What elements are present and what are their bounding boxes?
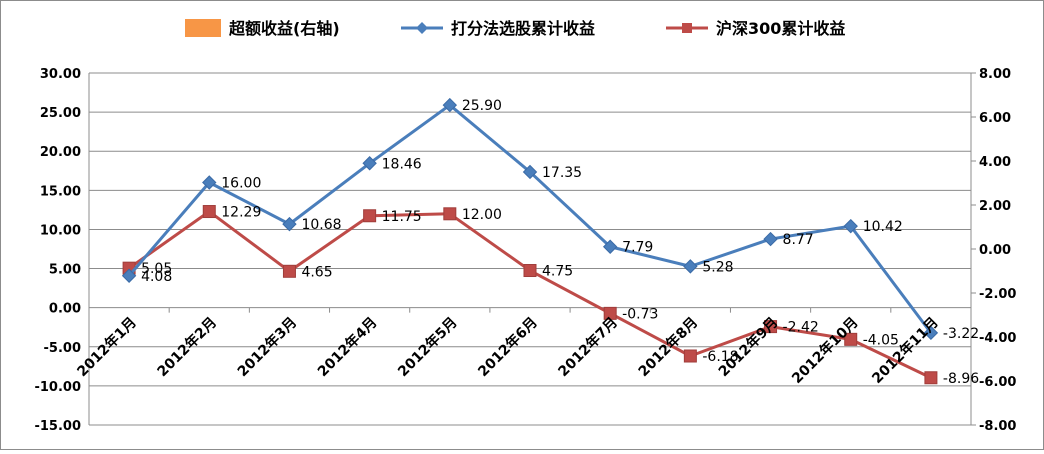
strategy-data-label: 10.68 <box>301 217 341 233</box>
strategy-point <box>602 239 618 254</box>
strategy-point <box>843 218 858 234</box>
hs300-point <box>683 349 697 363</box>
strategy-data-label: 8.77 <box>783 232 814 248</box>
hs300-point <box>523 264 537 278</box>
hs300-point <box>282 264 296 278</box>
hs300-data-label: 12.29 <box>221 205 261 221</box>
y-right-tick-label: 2.00 <box>979 199 1011 214</box>
y-right-tick-label: 4.00 <box>979 155 1011 170</box>
hs300-data-label: 4.75 <box>542 264 573 280</box>
y-left-tick-label: 0.00 <box>49 302 81 317</box>
legend-marker-hs300 <box>682 23 692 33</box>
line-series <box>121 97 939 385</box>
y-left-tick-label: -10.00 <box>34 380 81 395</box>
hs300-point <box>202 205 216 219</box>
y-right-tick-label: -4.00 <box>979 331 1016 346</box>
hs300-data-label: -2.42 <box>783 320 819 336</box>
strategy-point <box>683 259 698 274</box>
hs300-data-label: -4.05 <box>863 332 899 348</box>
strategy-point <box>282 216 297 232</box>
y-right-tick-label: 6.00 <box>979 111 1011 126</box>
hs300-point <box>844 332 858 346</box>
hs300-point <box>603 306 617 320</box>
hs300-data-label: 11.75 <box>382 209 422 225</box>
hs300-point <box>924 371 938 385</box>
hs300-data-label: -0.73 <box>622 306 658 322</box>
y-left-tick-label: 20.00 <box>40 145 81 160</box>
y-left-tick-label: -5.00 <box>44 341 81 356</box>
hs300-data-label: 5.05 <box>141 261 172 277</box>
strategy-point <box>763 231 778 247</box>
legend-label-hs300: 沪深300累计收益 <box>716 19 845 38</box>
data-labels: 4.08 16.00 10.68 18.46 25.90 17.35 7.79 5.28 8.7… <box>141 98 979 387</box>
strategy-data-label: 10.42 <box>863 219 903 235</box>
strategy-data-label: 25.90 <box>462 98 502 114</box>
legend-swatch-excess-return <box>185 19 221 37</box>
strategy-point <box>362 156 377 171</box>
strategy-data-label: 18.46 <box>382 156 422 172</box>
y-right-tick-label: -8.00 <box>979 419 1016 434</box>
strategy-data-label: 7.79 <box>622 240 653 256</box>
legend-marker-strategy <box>416 22 428 34</box>
hs300-data-label: -8.96 <box>943 371 979 387</box>
legend-label-strategy: 打分法选股累计收益 <box>451 19 595 38</box>
y-right-tick-label: -2.00 <box>979 287 1016 302</box>
strategy-data-label: 4.08 <box>141 269 172 285</box>
y-left-tick-label: 25.00 <box>40 106 81 121</box>
legend-label-excess-return: 超额收益(右轴) <box>228 19 340 38</box>
strategy-data-label: 17.35 <box>542 165 582 181</box>
hs300-data-label: -6.18 <box>702 349 738 365</box>
strategy-point <box>923 325 939 341</box>
strategy-data-label: 5.28 <box>702 259 733 275</box>
y-left-tick-label: 5.00 <box>49 263 81 278</box>
strategy-point <box>442 97 458 113</box>
gridlines <box>89 72 971 426</box>
strategy-data-label: -3.22 <box>943 326 979 342</box>
y-right-tick-label: 8.00 <box>979 67 1011 82</box>
hs300-data-label: 12.00 <box>462 207 502 223</box>
y-left-tick-label: -15.00 <box>34 419 81 434</box>
hs300-data-label: 4.65 <box>301 264 332 280</box>
y-left-tick-label: 15.00 <box>40 184 81 199</box>
strategy-point <box>121 268 137 283</box>
y-right-tick-label: 0.00 <box>979 243 1011 258</box>
strategy-point <box>202 175 217 190</box>
legend: 超额收益(右轴) 打分法选股累计收益 沪深300累计收益 <box>185 19 845 38</box>
strategy-data-label: 16.00 <box>221 176 261 192</box>
hs300-point <box>443 207 457 221</box>
hs300-point <box>764 320 778 334</box>
y-left-tick-label: 10.00 <box>40 223 81 238</box>
y-left-tick-label: 30.00 <box>40 67 81 82</box>
strategy-point <box>522 164 538 180</box>
y-right-tick-label: -6.00 <box>979 375 1016 390</box>
hs300-point <box>363 209 377 223</box>
